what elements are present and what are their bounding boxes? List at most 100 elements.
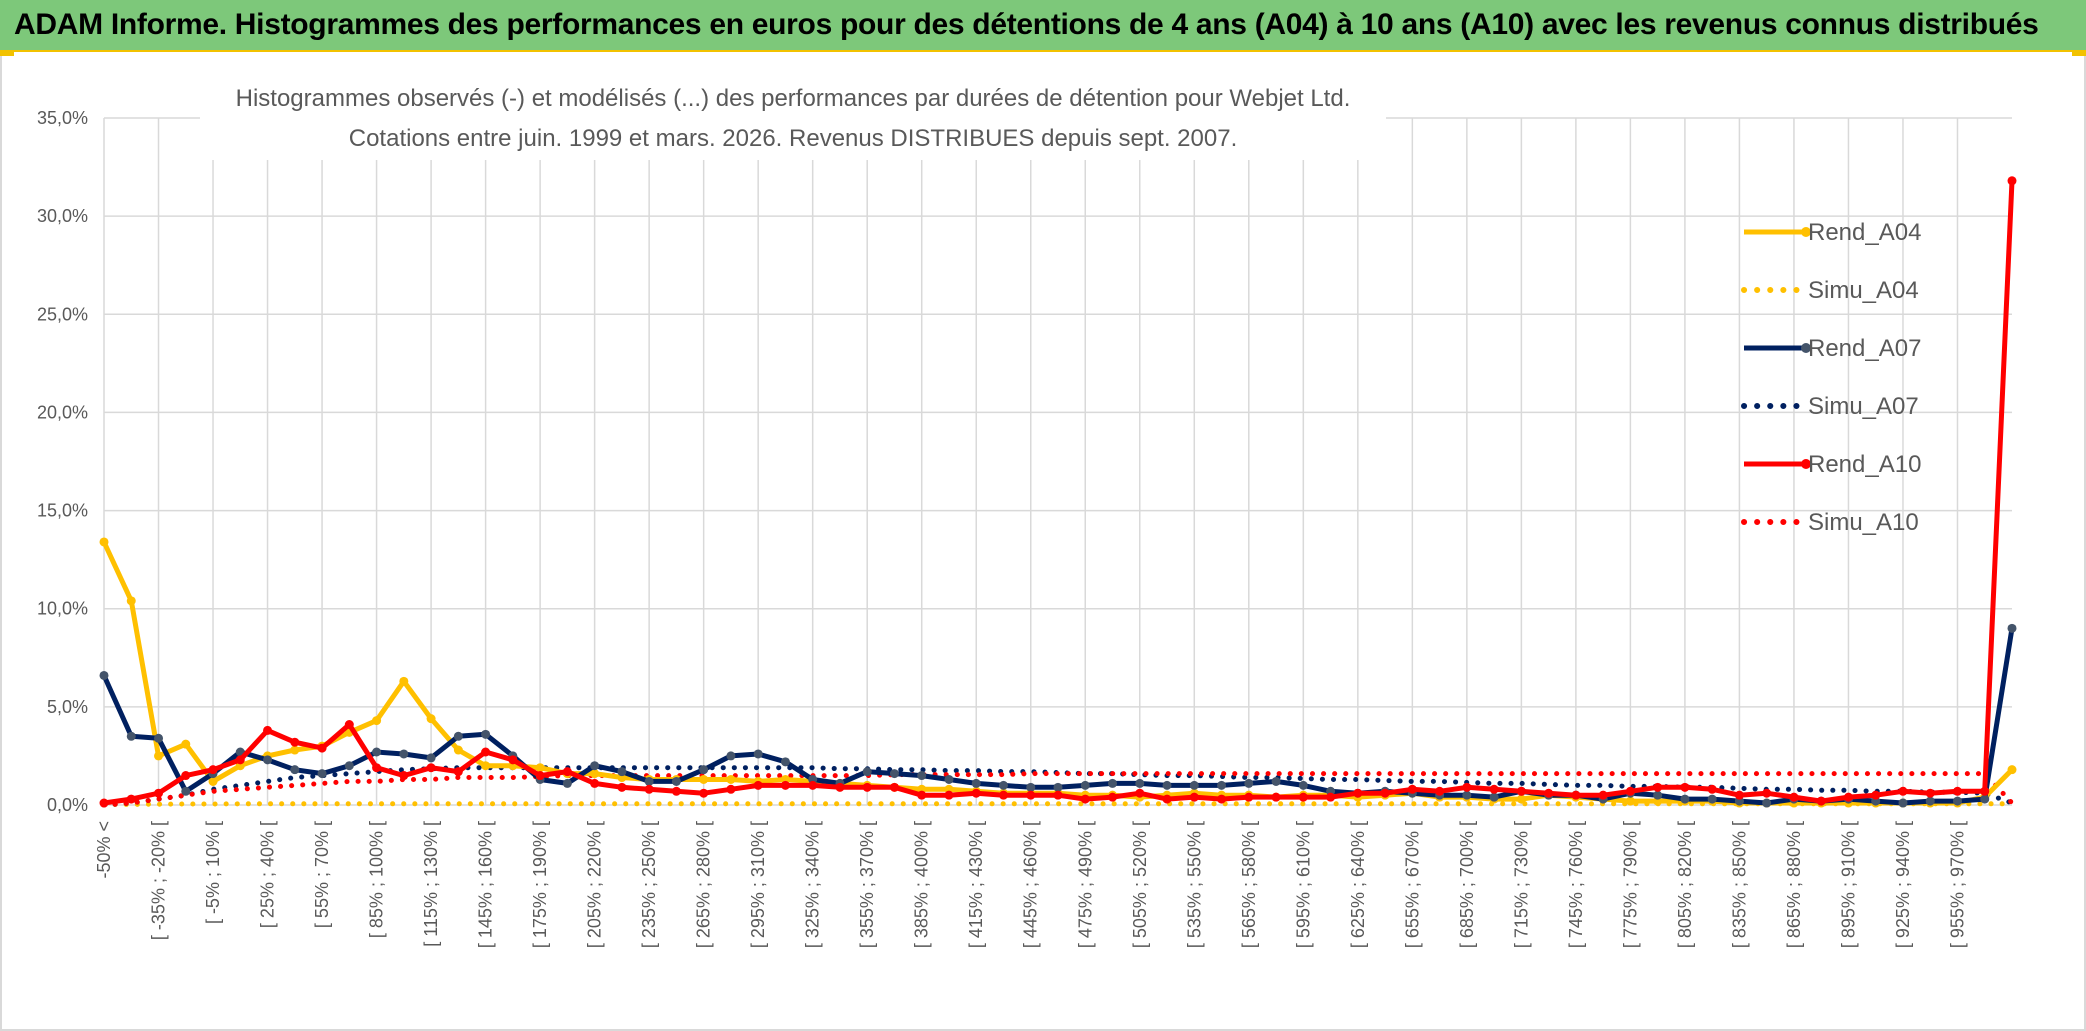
data-point [753,780,763,790]
y-tick-label: 35,0% [37,108,88,128]
data-point [426,753,436,763]
x-tick-label: [ 595% ; 610% [ [1293,821,1313,948]
series-rend_a07 [99,623,2017,808]
data-point [426,714,436,724]
data-point [753,749,763,759]
data-point [671,786,681,796]
x-tick-label: [ 85% ; 100% [ [367,821,387,938]
y-tick-label: 15,0% [37,501,88,521]
data-point [1680,794,1690,804]
data-point [344,720,354,730]
data-point [1625,786,1635,796]
data-point [481,761,491,771]
data-point [590,769,600,779]
data-point [344,761,354,771]
data-point [1789,792,1799,802]
data-point [835,782,845,792]
data-point [1489,792,1499,802]
legend-label: Rend_A10 [1808,451,1921,478]
data-point [154,733,164,743]
data-point [998,780,1008,790]
x-tick-label: [ 895% ; 910% [ [1838,821,1858,948]
data-point [99,537,109,547]
y-tick-label: 30,0% [37,206,88,226]
x-tick-label: [ 325% ; 340% [ [803,821,823,948]
data-point [154,751,164,761]
data-point [917,790,927,800]
x-tick-label: [ 955% ; 970% [ [1947,821,1967,948]
series-rend_a04 [99,537,2017,808]
data-point [1053,790,1063,800]
data-point [1244,778,1254,788]
data-point [808,780,818,790]
data-point [1734,790,1744,800]
series-line [103,180,2015,806]
chart-title-background [200,76,1386,160]
data-point [453,731,463,741]
data-point [726,784,736,794]
y-tick-label: 10,0% [37,599,88,619]
x-tick-label: [ -35% ; -20% [ [149,821,169,940]
data-point [1189,780,1199,790]
legend-label: Simu_A10 [1808,509,1919,536]
data-point [99,798,109,808]
data-point [1271,792,1281,802]
y-tick-label: 25,0% [37,304,88,324]
data-point [372,747,382,757]
x-tick-label: [ 415% ; 430% [ [966,821,986,948]
x-tick-label: [ 505% ; 520% [ [1130,821,1150,948]
y-tick-label: 20,0% [37,402,88,422]
data-point [1598,790,1608,800]
legend: Rend_A04 Simu_A04 Rend_A07 Simu_A07 Rend_A10… [1741,219,1921,536]
data-point [535,763,545,773]
data-point [862,782,872,792]
data-point [1871,790,1881,800]
series-layer [99,176,2017,808]
data-point [1898,798,1908,808]
data-point [1271,776,1281,786]
data-point [263,725,273,735]
series-line [101,540,2014,806]
data-point [126,596,136,606]
report-title: ADAM Informe. Histogrammes des performan… [14,8,2039,41]
x-tick-label: [ 205% ; 220% [ [585,821,605,948]
data-point [535,771,545,781]
data-point [917,771,927,781]
data-point [1407,784,1417,794]
data-point [1980,794,1990,804]
x-tick-label: [ 295% ; 310% [ [748,821,768,948]
data-point [99,670,109,680]
x-tick-label: [ 235% ; 250% [ [639,821,659,948]
x-tick-label: [ 745% ; 760% [ [1566,821,1586,948]
data-point [1162,794,1172,804]
data-point [1189,792,1199,802]
x-tick-label: [ 25% ; 40% [ [258,821,278,928]
data-point [1162,780,1172,790]
data-point [1707,794,1717,804]
data-point [1653,782,1663,792]
data-point [1108,778,1118,788]
legend-marker [1801,343,1811,353]
data-point [1108,792,1118,802]
data-point [1925,788,1935,798]
data-point [290,737,300,747]
data-point [1462,782,1472,792]
legend-marker [1801,227,1811,237]
data-point [1298,780,1308,790]
data-point [1462,790,1472,800]
x-tick-label: [ 565% ; 580% [ [1239,821,1259,948]
data-point [1544,788,1554,798]
x-tick-label: -50% < [94,821,114,879]
data-point [290,765,300,775]
data-point [944,790,954,800]
data-point [1326,792,1336,802]
banner-accent-right [2072,50,2086,56]
data-point [1026,790,1036,800]
data-point [1762,788,1772,798]
x-tick-label: [ 145% ; 160% [ [476,821,496,948]
data-point [1244,792,1254,802]
data-point [399,676,409,686]
data-point [426,763,436,773]
data-point [1217,780,1227,790]
